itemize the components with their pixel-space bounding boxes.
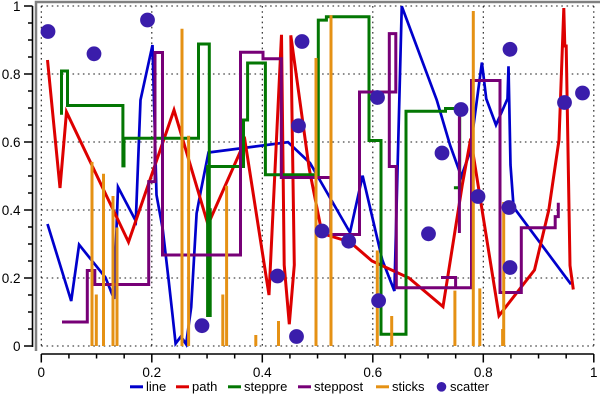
svg-text:0: 0 [13, 339, 21, 354]
svg-text:0.6: 0.6 [363, 365, 382, 380]
svg-text:line: line [146, 379, 166, 394]
svg-text:0.4: 0.4 [2, 203, 21, 218]
svg-text:1: 1 [13, 0, 21, 14]
svg-text:0.2: 0.2 [142, 365, 161, 380]
svg-text:steppost: steppost [314, 379, 364, 394]
svg-text:path: path [192, 379, 217, 394]
svg-text:0.6: 0.6 [2, 135, 21, 150]
svg-text:0.8: 0.8 [2, 67, 21, 82]
svg-text:scatter: scatter [450, 379, 490, 394]
svg-text:0.4: 0.4 [253, 365, 272, 380]
svg-text:0: 0 [38, 365, 46, 380]
svg-text:sticks: sticks [392, 379, 425, 394]
svg-text:0.2: 0.2 [2, 271, 21, 286]
svg-text:steppre: steppre [244, 379, 287, 394]
svg-text:0.8: 0.8 [474, 365, 493, 380]
svg-text:1: 1 [590, 365, 598, 380]
